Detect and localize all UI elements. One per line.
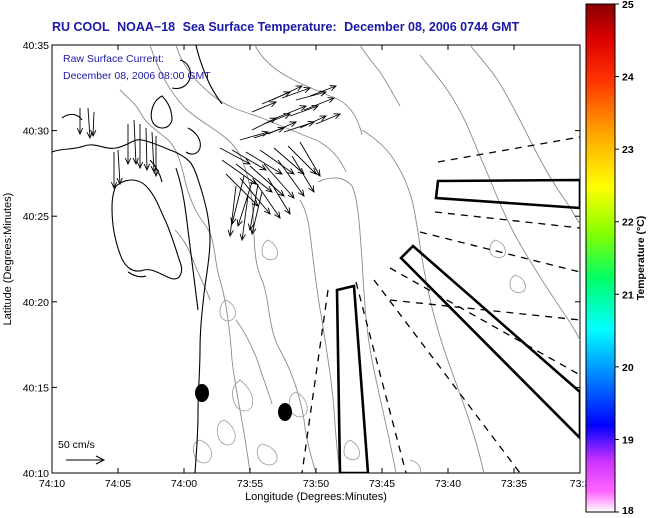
map-title: RU COOL NOAA−18 Sea Surface Temperature:… [52,20,592,34]
current-vector [90,111,97,138]
plot-area [51,44,581,474]
current-vector [219,147,251,165]
current-vector [86,107,93,140]
current-vector [277,159,305,197]
current-vector [303,97,336,111]
marker-buoy [278,403,292,421]
current-vector [225,173,259,207]
y-tick-label: 40:25 [23,211,49,223]
current-vector [110,152,118,190]
current-vector [287,145,317,175]
y-axis-label: Latitude (Degrees:Minutes) [2,193,14,326]
current-vector [263,163,295,199]
bathymetry-contours [119,45,580,473]
current-vector [132,119,139,166]
channel-east-upper [434,178,580,210]
x-tick-label: 73:55 [237,478,263,490]
x-tick-label: 74:00 [171,478,197,490]
current-vector [247,183,259,232]
current-vector [235,163,273,193]
y-tick-label: 40:20 [23,297,49,309]
current-vector [275,105,308,119]
x-tick-label: 74:10 [39,478,65,490]
channel-ambrose-west [335,284,370,473]
x-axis: 74:10 74:05 74:00 73:55 73:50 73:45 73:40 73:35… [39,45,591,490]
colorbar-tick-label: 18 [622,505,634,517]
current-vector [116,149,123,186]
x-axis-label: Longitude (Degrees:Minutes) [245,491,387,503]
current-vector [231,149,267,171]
current-vector [76,108,84,136]
current-vector [253,179,281,219]
colorbar-tick-label: 22 [622,217,634,229]
colorbar-tick-label: 19 [622,434,634,446]
current-vector [124,124,132,166]
marker-buoy [195,384,209,402]
title-datetime: December 08, 2006 0744 GMT [344,20,520,34]
y-tick-label: 40:35 [23,40,49,52]
y-axis: 40:35 40:30 40:25 40:20 40:15 40:10 [23,40,580,480]
current-vector [249,165,285,197]
current-vector [281,87,312,99]
current-vector [259,149,295,175]
current-vector [271,85,303,101]
vector-scale-label: 50 cm/s [58,439,95,451]
shipping-channels [335,178,580,473]
colorbar [585,3,616,513]
current-vector [291,155,315,193]
shoal-contours [192,239,526,473]
surface-current-vectors [76,85,342,242]
colorbar-tick-label: 20 [622,362,634,374]
traffic-lanes [301,136,580,473]
x-tick-label: 73:50 [303,478,329,490]
title-satellite: NOAA−18 [117,20,176,34]
current-vector [239,177,271,215]
y-tick-label: 40:30 [23,126,49,138]
vector-scale-arrow [66,455,106,465]
x-tick-label: 73:35 [501,478,527,490]
colorbar-tick-label: 25 [622,0,634,11]
current-legend-label: Raw Surface Current: [63,53,164,65]
current-vector [245,151,283,175]
current-vector [236,181,253,228]
y-tick-label: 40:10 [23,468,49,480]
channel-east-diagonal [399,244,580,440]
colorbar-ticks: 25 24 23 22 21 20 19 18 [615,0,634,517]
current-vector [152,136,160,178]
current-vector [299,141,321,177]
current-legend-datetime: December 08, 2006 08:00 GMT [63,70,211,82]
title-product: Sea Surface Temperature: [182,20,337,34]
colorbar-tick-label: 23 [622,144,634,156]
current-vector [230,175,245,226]
current-vector [309,85,338,97]
colorbar-tick-label: 24 [622,72,634,84]
current-vector [273,147,305,175]
current-vector [136,124,144,170]
colorbar-tick-label: 21 [622,289,634,301]
x-tick-label: 73:40 [435,478,461,490]
coastline [52,45,223,473]
current-vector [315,113,342,125]
x-tick-label: 73:45 [369,478,395,490]
current-vector [239,195,249,242]
colorbar-label: Temperature (°C) [635,216,647,301]
current-vector [289,105,320,117]
current-vector [267,177,291,215]
current-vector [251,101,278,113]
current-vector [299,115,327,129]
current-vector [267,121,298,135]
y-tick-label: 40:15 [23,382,49,394]
current-vector [227,185,237,238]
current-vector [250,191,263,236]
current-vector [143,127,150,172]
x-tick-label: 73:3 [570,478,591,490]
x-tick-label: 74:05 [105,478,131,490]
title-org: RU COOL [52,20,110,34]
